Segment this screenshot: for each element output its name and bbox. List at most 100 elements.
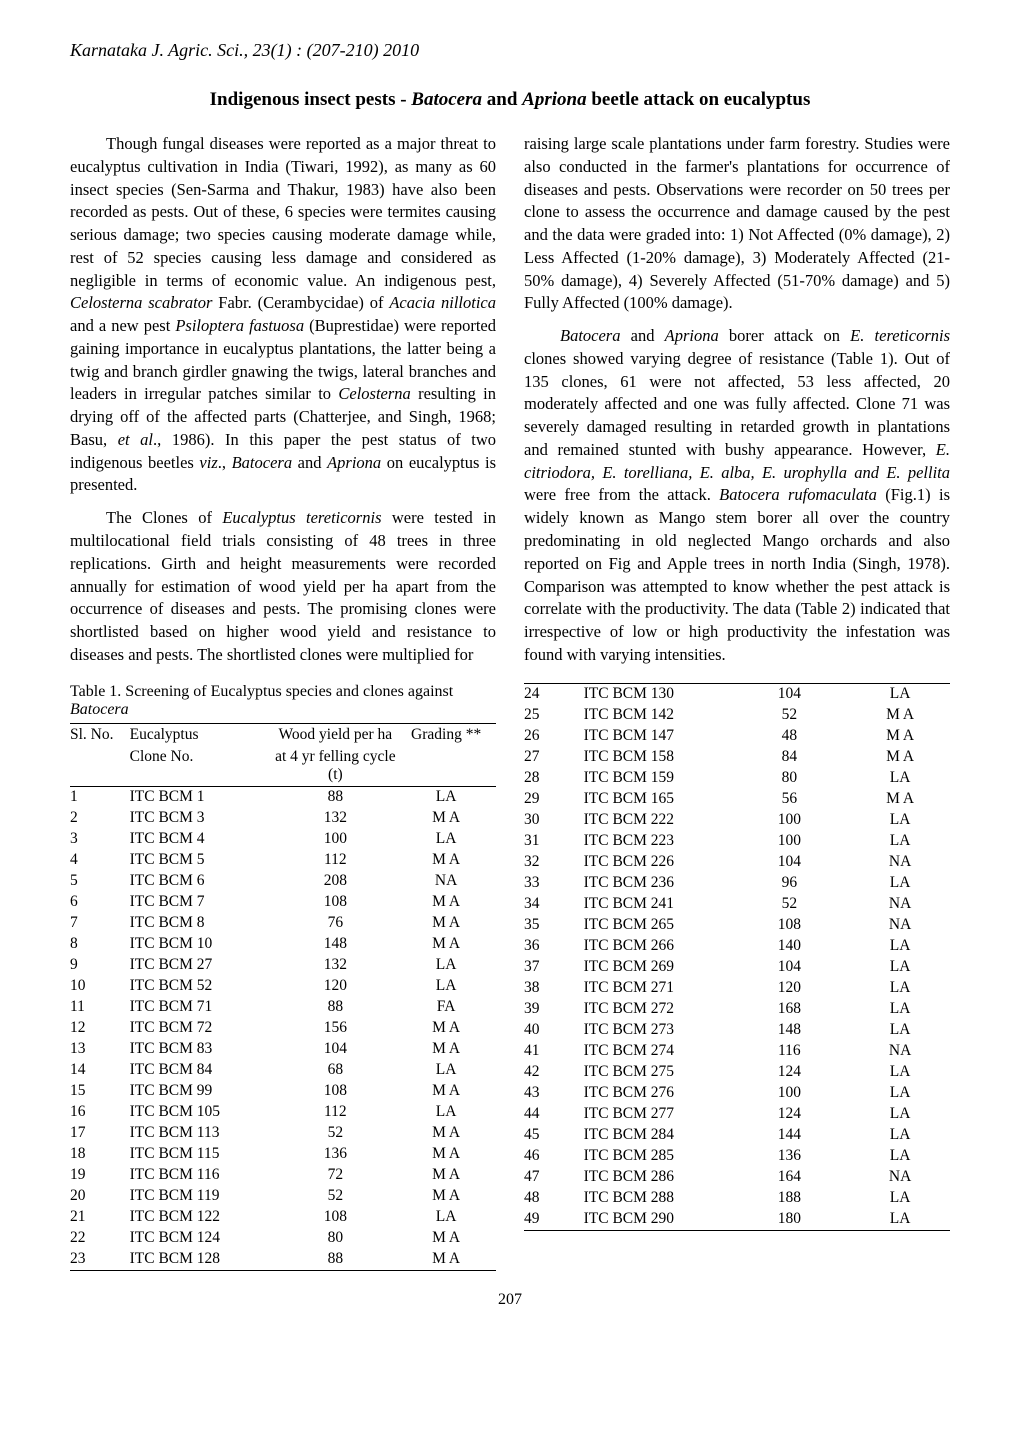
- cell-slno: 29: [524, 789, 584, 810]
- cell-yield: 132: [274, 955, 402, 976]
- cell-yield: 80: [274, 1228, 402, 1249]
- cell-slno: 13: [70, 1039, 130, 1060]
- cell-clone: ITC BCM 105: [130, 1102, 275, 1123]
- cell-clone: ITC BCM 271: [584, 978, 729, 999]
- th-slno: Sl. No.: [70, 723, 130, 746]
- cell-clone: ITC BCM 71: [130, 997, 275, 1018]
- cell-yield: 188: [728, 1188, 856, 1209]
- cell-grading: NA: [856, 852, 950, 873]
- cell-clone: ITC BCM 5: [130, 850, 275, 871]
- cell-slno: 2: [70, 808, 130, 829]
- cell-clone: ITC BCM 147: [584, 726, 729, 747]
- table-row: 15ITC BCM 99108M A: [70, 1081, 496, 1102]
- cell-grading: M A: [856, 705, 950, 726]
- cell-grading: M A: [856, 789, 950, 810]
- table-row: 11ITC BCM 7188FA: [70, 997, 496, 1018]
- cell-slno: 41: [524, 1041, 584, 1062]
- cell-yield: 100: [728, 810, 856, 831]
- body-columns: Though fungal diseases were reported as …: [70, 133, 950, 677]
- table-row: 14ITC BCM 8468LA: [70, 1060, 496, 1081]
- cell-slno: 16: [70, 1102, 130, 1123]
- table-row: 2ITC BCM 3132M A: [70, 808, 496, 829]
- cell-slno: 36: [524, 936, 584, 957]
- cell-clone: ITC BCM 3: [130, 808, 275, 829]
- table-row: 8ITC BCM 10148M A: [70, 934, 496, 955]
- table-1-row: Table 1. Screening of Eucalyptus species…: [70, 683, 950, 1271]
- cell-clone: ITC BCM 269: [584, 957, 729, 978]
- table-1-caption-pre: Table 1. Screening of Eucalyptus species…: [70, 683, 453, 700]
- cell-yield: 88: [274, 1249, 402, 1271]
- cell-slno: 22: [70, 1228, 130, 1249]
- cell-slno: 49: [524, 1209, 584, 1231]
- cell-slno: 21: [70, 1207, 130, 1228]
- cell-slno: 20: [70, 1186, 130, 1207]
- cell-grading: LA: [402, 829, 496, 850]
- cell-grading: LA: [856, 999, 950, 1020]
- table-row: 45ITC BCM 284144LA: [524, 1125, 950, 1146]
- cell-slno: 37: [524, 957, 584, 978]
- cell-yield: 52: [728, 894, 856, 915]
- cell-grading: M A: [402, 1186, 496, 1207]
- cell-grading: M A: [402, 808, 496, 829]
- cell-grading: LA: [402, 1060, 496, 1081]
- table-row: 43ITC BCM 276100LA: [524, 1083, 950, 1104]
- cell-grading: NA: [856, 1041, 950, 1062]
- cell-clone: ITC BCM 226: [584, 852, 729, 873]
- para-2: The Clones of Eucalyptus tereticornis we…: [70, 507, 496, 666]
- para-1: Though fungal diseases were reported as …: [70, 133, 496, 497]
- cell-clone: ITC BCM 266: [584, 936, 729, 957]
- cell-yield: 48: [728, 726, 856, 747]
- cell-yield: 72: [274, 1165, 402, 1186]
- cell-slno: 32: [524, 852, 584, 873]
- cell-slno: 7: [70, 913, 130, 934]
- cell-slno: 1: [70, 786, 130, 808]
- cell-yield: 124: [728, 1104, 856, 1125]
- cell-clone: ITC BCM 288: [584, 1188, 729, 1209]
- cell-yield: 96: [728, 873, 856, 894]
- cell-clone: ITC BCM 8: [130, 913, 275, 934]
- table-row: 5ITC BCM 6208NA: [70, 871, 496, 892]
- cell-grading: M A: [856, 747, 950, 768]
- table-1-left-col: Table 1. Screening of Eucalyptus species…: [70, 683, 496, 1271]
- cell-yield: 112: [274, 1102, 402, 1123]
- cell-clone: ITC BCM 158: [584, 747, 729, 768]
- cell-clone: ITC BCM 274: [584, 1041, 729, 1062]
- cell-clone: ITC BCM 276: [584, 1083, 729, 1104]
- cell-slno: 17: [70, 1123, 130, 1144]
- table-row: 4ITC BCM 5112M A: [70, 850, 496, 871]
- th-clone-b: Clone No.: [130, 746, 275, 787]
- para-4: Batocera and Apriona borer attack on E. …: [524, 325, 950, 666]
- cell-clone: ITC BCM 122: [130, 1207, 275, 1228]
- cell-slno: 26: [524, 726, 584, 747]
- cell-slno: 12: [70, 1018, 130, 1039]
- cell-grading: NA: [402, 871, 496, 892]
- cell-yield: 136: [728, 1146, 856, 1167]
- title-post: beetle attack on eucalyptus: [587, 89, 811, 110]
- cell-clone: ITC BCM 222: [584, 810, 729, 831]
- cell-clone: ITC BCM 265: [584, 915, 729, 936]
- para-3: raising large scale plantations under fa…: [524, 133, 950, 315]
- cell-grading: LA: [402, 786, 496, 808]
- title-ital-1: Batocera: [411, 89, 482, 110]
- cell-slno: 46: [524, 1146, 584, 1167]
- cell-grading: LA: [856, 1188, 950, 1209]
- cell-clone: ITC BCM 72: [130, 1018, 275, 1039]
- cell-grading: M A: [402, 892, 496, 913]
- table-row: 12ITC BCM 72156M A: [70, 1018, 496, 1039]
- table-row: 23ITC BCM 12888M A: [70, 1249, 496, 1271]
- cell-slno: 48: [524, 1188, 584, 1209]
- cell-yield: 104: [728, 852, 856, 873]
- cell-slno: 24: [524, 683, 584, 705]
- cell-grading: M A: [402, 850, 496, 871]
- cell-grading: LA: [856, 1062, 950, 1083]
- table-1-right: 24ITC BCM 130104LA25ITC BCM 14252M A26IT…: [524, 683, 950, 1231]
- table-row: 3ITC BCM 4100LA: [70, 829, 496, 850]
- table-row: 38ITC BCM 271120LA: [524, 978, 950, 999]
- cell-yield: 52: [728, 705, 856, 726]
- cell-slno: 4: [70, 850, 130, 871]
- cell-grading: LA: [402, 976, 496, 997]
- cell-yield: 104: [728, 683, 856, 705]
- cell-yield: 100: [274, 829, 402, 850]
- cell-slno: 38: [524, 978, 584, 999]
- cell-clone: ITC BCM 10: [130, 934, 275, 955]
